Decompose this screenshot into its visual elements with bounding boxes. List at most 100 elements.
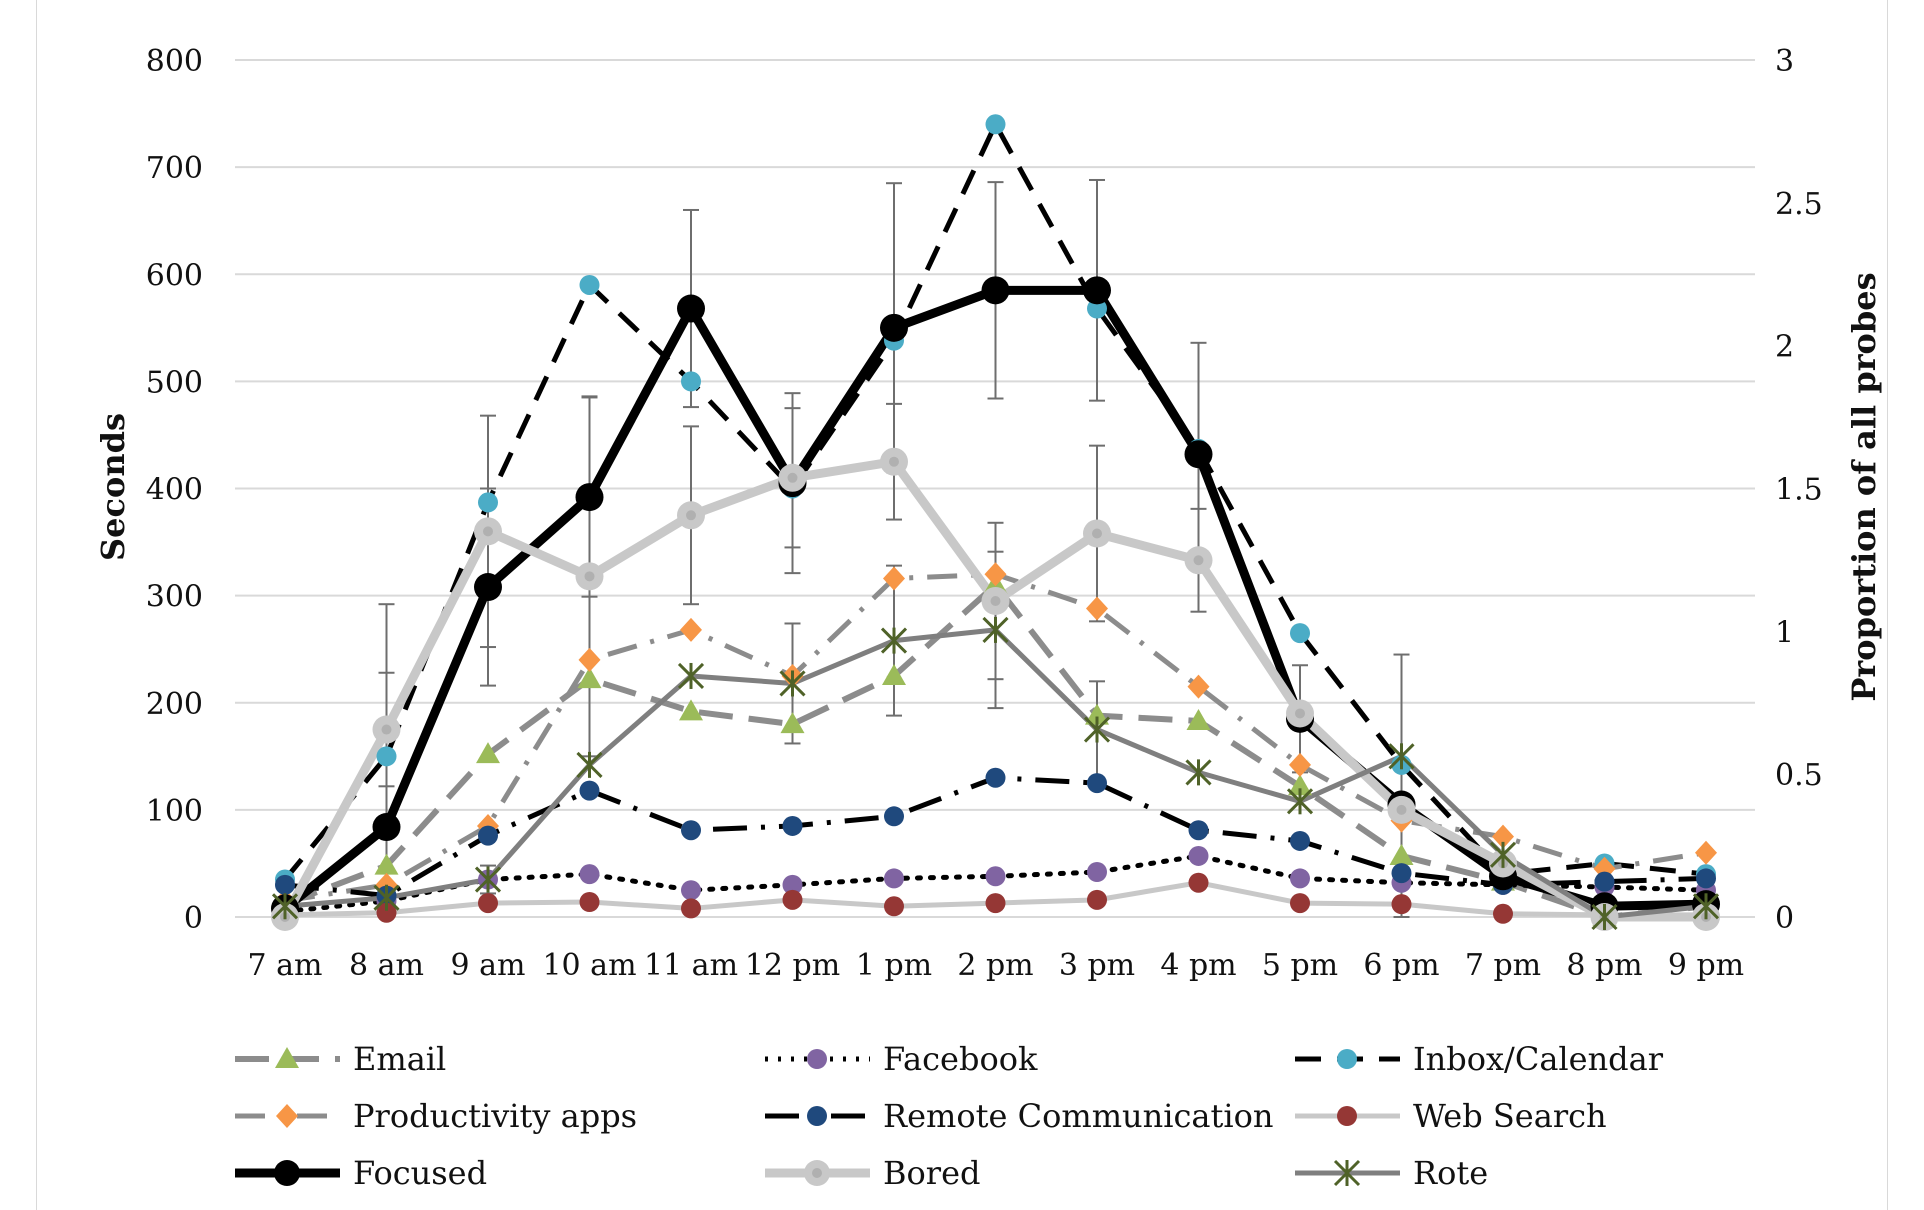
- point-remote-communication: [782, 815, 803, 836]
- point-facebook: [1290, 868, 1310, 889]
- point-rote: [1185, 759, 1212, 786]
- legend-item-facebook: Facebook: [765, 1040, 1038, 1078]
- legend-swatch-marker: [1333, 1159, 1361, 1187]
- legend-item-inbox-calendar: Inbox/Calendar: [1295, 1040, 1664, 1078]
- y2-tick-label: 0.5: [1775, 758, 1823, 793]
- point-inbox-calendar: [681, 371, 701, 392]
- point-email: [1288, 774, 1312, 796]
- point-remote-communication: [478, 825, 498, 846]
- legend-swatch-marker: [276, 1104, 298, 1128]
- point-rote: [576, 751, 603, 778]
- legend-label: Facebook: [883, 1040, 1038, 1078]
- x-tick-label: 9 am: [451, 948, 526, 983]
- point-focused: [474, 573, 502, 602]
- y-tick-label: 200: [146, 687, 203, 722]
- point-productivity-apps: [883, 566, 905, 591]
- legend-label: Web Search: [1413, 1097, 1607, 1135]
- point-rote: [1591, 903, 1618, 931]
- point-web-search: [1290, 893, 1310, 914]
- legend-item-productivity-apps: Productivity apps: [235, 1097, 637, 1135]
- y2-tick-label: 1: [1775, 615, 1794, 650]
- point-inbox-calendar: [985, 114, 1006, 135]
- point-web-search: [681, 898, 701, 919]
- point-rote: [1692, 893, 1720, 920]
- point-productivity-apps: [578, 647, 601, 672]
- point-focused: [677, 294, 705, 323]
- point-rote: [1388, 743, 1415, 770]
- point-web-search: [478, 893, 498, 914]
- point-bored-center: [483, 526, 493, 537]
- point-rote: [1083, 716, 1111, 743]
- y2-tick-label: 0: [1775, 901, 1794, 936]
- point-web-search: [1391, 894, 1412, 915]
- point-inbox-calendar: [478, 492, 498, 513]
- point-facebook: [884, 868, 904, 889]
- legend-swatch-marker-center: [812, 1168, 822, 1178]
- point-rote: [982, 616, 1009, 643]
- point-facebook: [1188, 845, 1209, 866]
- point-focused: [981, 276, 1010, 305]
- y-tick-label: 400: [146, 473, 203, 508]
- point-email: [374, 853, 399, 875]
- legend-item-bored: Bored: [765, 1154, 981, 1192]
- point-inbox-calendar: [376, 746, 397, 767]
- point-productivity-apps: [1695, 840, 1717, 865]
- legend-swatch-marker: [807, 1049, 827, 1069]
- x-axis-ticks: 7 am 8 am 9 am 10 am 11 am 12 pm 1 pm 2 pm 3 pm 4…: [248, 948, 1745, 983]
- point-focused: [1184, 440, 1213, 469]
- point-productivity-apps: [1187, 674, 1210, 699]
- x-tick-label: 7 am: [248, 948, 323, 983]
- point-email: [679, 699, 703, 721]
- point-bored-center: [1396, 804, 1407, 815]
- point-remote-communication: [1087, 773, 1107, 794]
- point-email: [1085, 703, 1109, 725]
- x-tick-label: 9 pm: [1668, 948, 1744, 983]
- point-facebook: [681, 880, 701, 901]
- point-remote-communication: [1594, 871, 1615, 892]
- legend-swatch-marker: [275, 1047, 299, 1068]
- point-facebook: [985, 866, 1006, 887]
- legend: Email Facebook Inbox/Calendar Productivity …: [235, 1040, 1664, 1192]
- legend-swatch-marker: [274, 1160, 300, 1186]
- point-email: [780, 712, 805, 734]
- point-web-search: [376, 902, 397, 923]
- point-remote-communication: [1391, 863, 1412, 884]
- x-tick-label: 4 pm: [1160, 948, 1236, 983]
- legend-label: Email: [353, 1040, 446, 1078]
- point-rote: [677, 662, 705, 690]
- x-tick-label: 11 am: [644, 948, 738, 983]
- point-bored-center: [990, 595, 1001, 606]
- y-tick-label: 800: [146, 44, 203, 79]
- point-web-search: [1493, 903, 1513, 924]
- point-rote: [474, 866, 502, 893]
- point-rote: [880, 627, 908, 654]
- legend-swatch-marker: [1337, 1049, 1357, 1069]
- point-bored-center: [787, 472, 798, 483]
- point-productivity-apps: [984, 562, 1007, 587]
- x-tick-label: 8 pm: [1566, 948, 1642, 983]
- point-productivity-apps: [1086, 596, 1108, 621]
- point-focused: [1083, 276, 1111, 305]
- y2-tick-label: 2: [1775, 330, 1794, 365]
- point-bored-center: [1193, 555, 1204, 566]
- legend-item-focused: Focused: [235, 1154, 487, 1192]
- y-axis-ticks: 0 100 200 300 400 500 600 700 800: [146, 44, 203, 936]
- point-remote-communication: [681, 820, 701, 841]
- y-tick-label: 0: [184, 901, 203, 936]
- x-tick-label: 5 pm: [1262, 948, 1338, 983]
- legend-item-web-search: Web Search: [1295, 1097, 1607, 1135]
- point-bored-center: [584, 571, 595, 582]
- point-rote: [1286, 788, 1314, 815]
- y-axis-title: Seconds: [94, 413, 132, 561]
- point-web-search: [579, 892, 600, 913]
- point-productivity-apps: [680, 617, 702, 642]
- point-web-search: [1188, 872, 1209, 893]
- x-tick-label: 1 pm: [856, 948, 932, 983]
- point-web-search: [985, 893, 1006, 914]
- point-remote-communication: [1188, 820, 1209, 841]
- point-rote: [271, 893, 299, 920]
- y2-axis-ticks: 0 0.5 1 1.5 2 2.5 3: [1775, 44, 1823, 936]
- y-tick-label: 700: [146, 151, 203, 186]
- legend-item-remote-communication: Remote Communication: [765, 1097, 1273, 1135]
